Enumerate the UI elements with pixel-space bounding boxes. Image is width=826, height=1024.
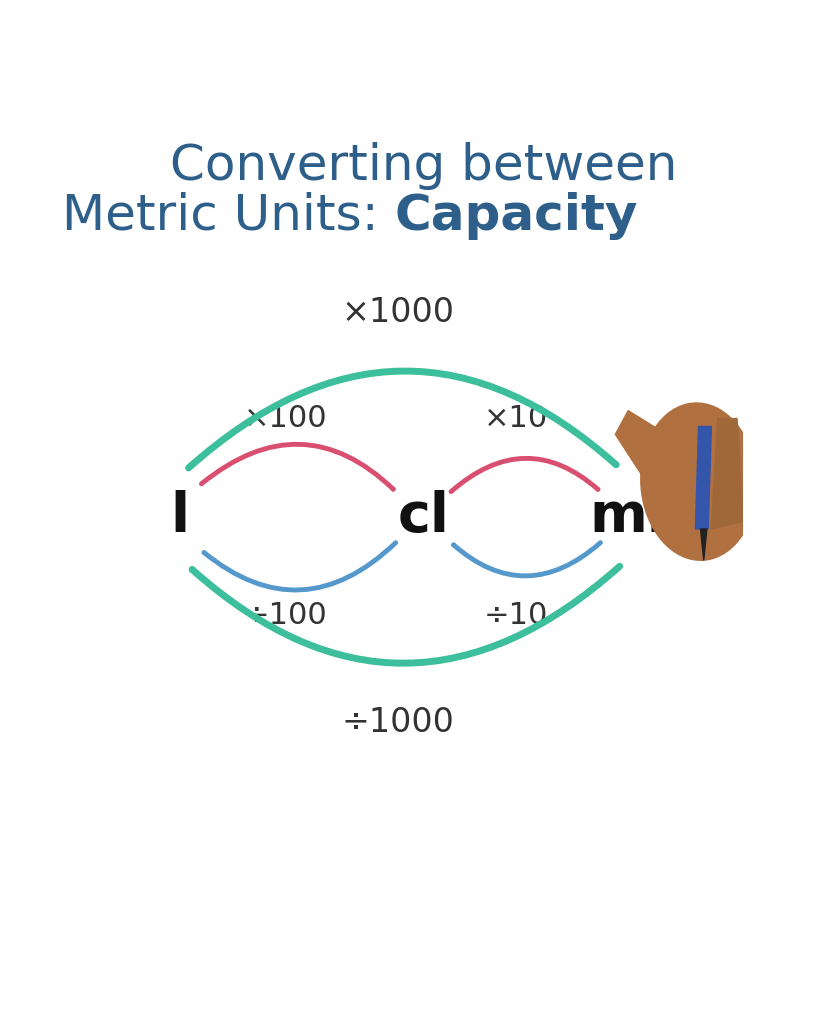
Text: ÷100: ÷100 (244, 601, 328, 630)
Polygon shape (679, 419, 711, 545)
FancyArrowPatch shape (202, 444, 393, 489)
Text: ml: ml (590, 490, 667, 544)
Ellipse shape (641, 403, 757, 560)
Text: Metric Units:: Metric Units: (62, 191, 395, 240)
Text: ÷10: ÷10 (484, 601, 548, 630)
Text: Converting between: Converting between (169, 142, 677, 190)
Text: ×1000: ×1000 (341, 296, 454, 329)
Polygon shape (615, 411, 667, 474)
FancyArrowPatch shape (192, 566, 620, 664)
Text: ÷1000: ÷1000 (341, 706, 454, 738)
Polygon shape (700, 529, 707, 560)
FancyArrowPatch shape (453, 543, 601, 575)
Polygon shape (695, 426, 711, 529)
Text: ×100: ×100 (244, 404, 327, 433)
FancyArrowPatch shape (204, 543, 396, 590)
Text: cl: cl (397, 490, 449, 544)
Text: l: l (170, 490, 190, 544)
Polygon shape (711, 419, 743, 529)
Text: Capacity: Capacity (395, 191, 638, 240)
FancyArrowPatch shape (188, 371, 616, 468)
Text: ×10: ×10 (484, 404, 548, 433)
FancyArrowPatch shape (451, 459, 598, 492)
